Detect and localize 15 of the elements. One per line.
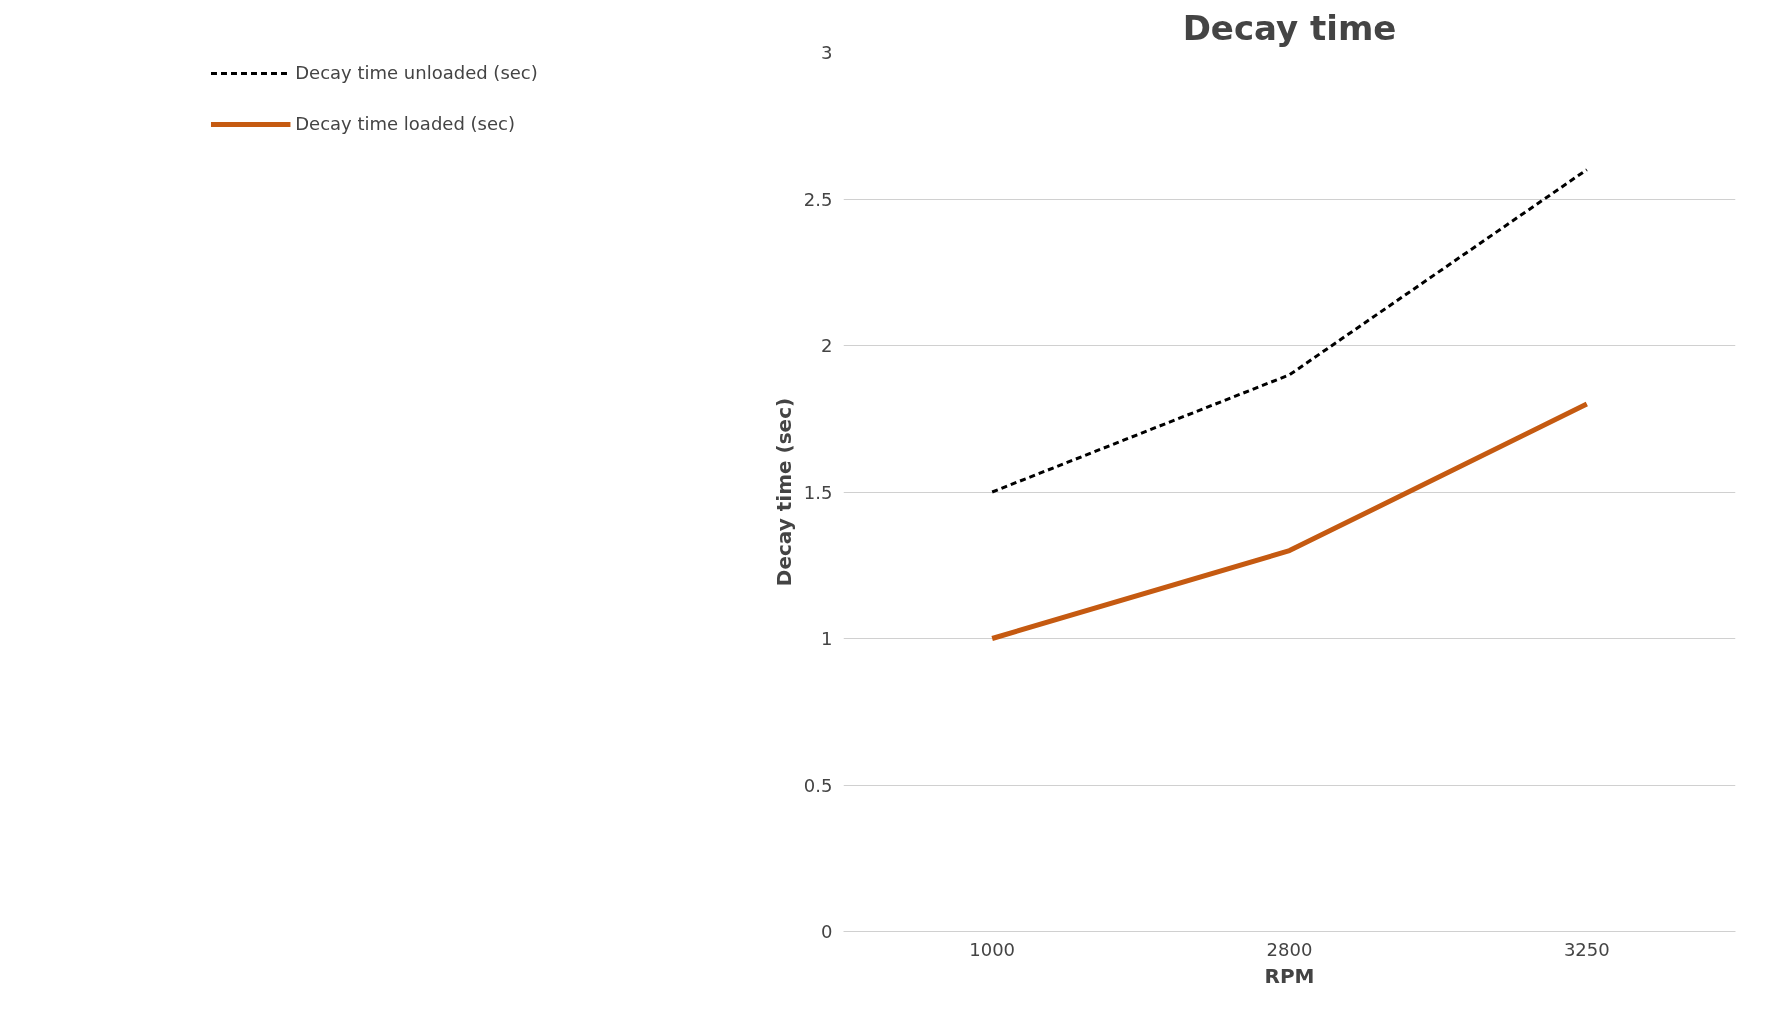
y-tick-label: 0.5 — [803, 774, 833, 796]
y-tick-label: 1 — [821, 628, 833, 649]
y-axis-title: Decay time (sec) — [771, 397, 796, 587]
y-tick-label: 1.5 — [803, 481, 833, 503]
y-tick-label: 3 — [821, 42, 833, 63]
chart-title: Decay time — [1182, 7, 1397, 48]
x-axis-title: RPM — [1264, 963, 1315, 988]
y-tick-label: 0 — [821, 921, 833, 942]
x-tick-label: 3250 — [1563, 938, 1610, 960]
legend-label: Decay time unloaded (sec) — [295, 62, 538, 83]
y-tick-label: 2 — [821, 335, 833, 356]
x-tick-label: 2800 — [1266, 938, 1313, 960]
legend-label: Decay time loaded (sec) — [295, 113, 515, 134]
y-tick-label: 2.5 — [803, 188, 833, 210]
x-tick-label: 1000 — [969, 938, 1016, 960]
